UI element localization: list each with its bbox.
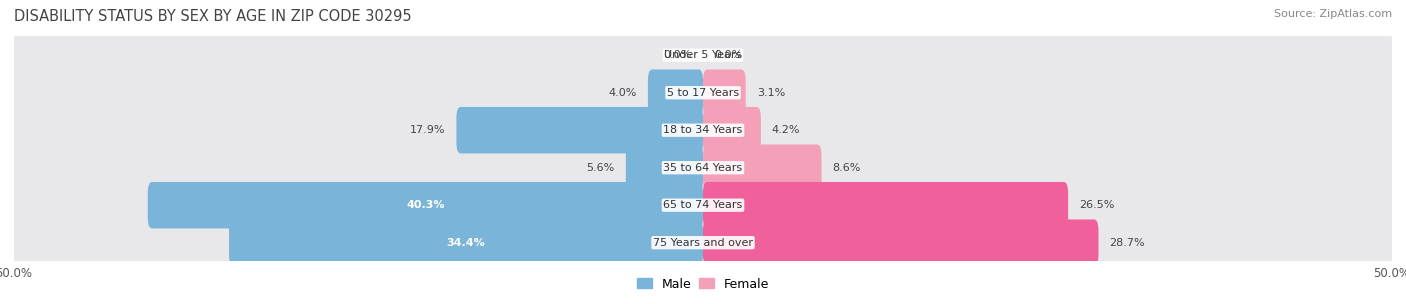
Text: 17.9%: 17.9% bbox=[409, 125, 446, 135]
Text: 5.6%: 5.6% bbox=[586, 163, 614, 173]
Text: DISABILITY STATUS BY SEX BY AGE IN ZIP CODE 30295: DISABILITY STATUS BY SEX BY AGE IN ZIP C… bbox=[14, 9, 412, 24]
FancyBboxPatch shape bbox=[229, 219, 703, 266]
Text: 0.0%: 0.0% bbox=[664, 50, 692, 60]
FancyBboxPatch shape bbox=[14, 25, 1392, 86]
Text: Source: ZipAtlas.com: Source: ZipAtlas.com bbox=[1274, 9, 1392, 19]
Text: 8.6%: 8.6% bbox=[832, 163, 860, 173]
Text: 0.0%: 0.0% bbox=[714, 50, 742, 60]
FancyBboxPatch shape bbox=[14, 174, 1392, 236]
Text: 26.5%: 26.5% bbox=[1080, 200, 1115, 210]
Text: 4.0%: 4.0% bbox=[609, 88, 637, 98]
Text: 34.4%: 34.4% bbox=[447, 238, 485, 248]
FancyBboxPatch shape bbox=[703, 219, 1098, 266]
Text: 75 Years and over: 75 Years and over bbox=[652, 238, 754, 248]
Text: 65 to 74 Years: 65 to 74 Years bbox=[664, 200, 742, 210]
Text: 5 to 17 Years: 5 to 17 Years bbox=[666, 88, 740, 98]
FancyBboxPatch shape bbox=[457, 107, 703, 154]
Text: 28.7%: 28.7% bbox=[1109, 238, 1144, 248]
FancyBboxPatch shape bbox=[703, 182, 1069, 228]
Text: Under 5 Years: Under 5 Years bbox=[665, 50, 741, 60]
FancyBboxPatch shape bbox=[14, 212, 1392, 273]
FancyBboxPatch shape bbox=[148, 182, 703, 228]
FancyBboxPatch shape bbox=[703, 70, 745, 116]
FancyBboxPatch shape bbox=[626, 144, 703, 191]
Text: 4.2%: 4.2% bbox=[772, 125, 800, 135]
Text: 3.1%: 3.1% bbox=[756, 88, 785, 98]
FancyBboxPatch shape bbox=[14, 62, 1392, 123]
Text: 40.3%: 40.3% bbox=[406, 200, 444, 210]
FancyBboxPatch shape bbox=[703, 144, 821, 191]
Legend: Male, Female: Male, Female bbox=[631, 273, 775, 296]
Text: 18 to 34 Years: 18 to 34 Years bbox=[664, 125, 742, 135]
FancyBboxPatch shape bbox=[14, 137, 1392, 199]
FancyBboxPatch shape bbox=[14, 99, 1392, 161]
FancyBboxPatch shape bbox=[648, 70, 703, 116]
FancyBboxPatch shape bbox=[703, 107, 761, 154]
Text: 35 to 64 Years: 35 to 64 Years bbox=[664, 163, 742, 173]
